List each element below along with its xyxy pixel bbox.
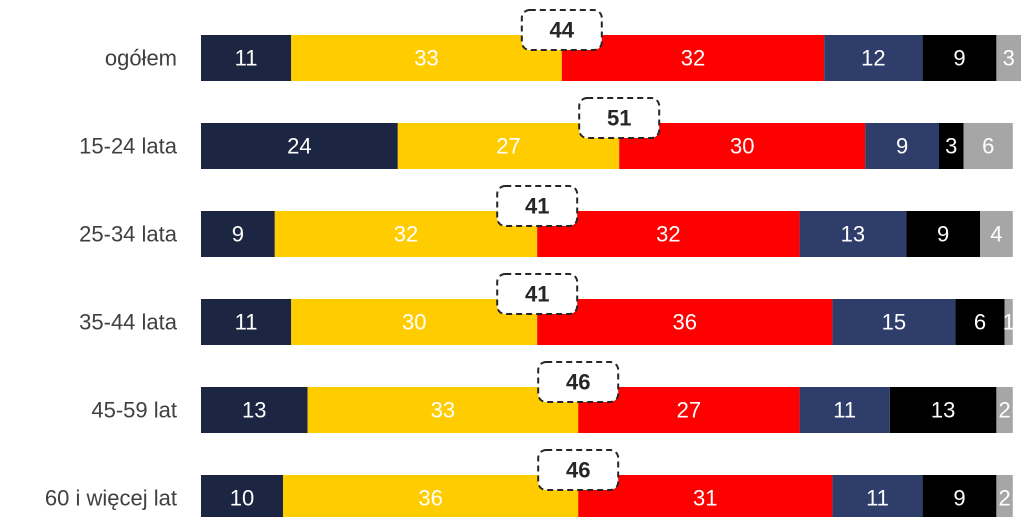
bar-segment bbox=[955, 299, 1005, 345]
bar-segment bbox=[201, 387, 308, 433]
data-label: 9 bbox=[232, 222, 244, 247]
data-label: 10 bbox=[230, 486, 254, 511]
bar-segment bbox=[832, 475, 923, 517]
category-label: 15-24 lata bbox=[79, 134, 178, 159]
data-label: 1 bbox=[1003, 310, 1015, 335]
bar-segment bbox=[201, 123, 398, 169]
total-label: 44 bbox=[550, 18, 575, 43]
bar-segment bbox=[537, 211, 800, 257]
data-label: 32 bbox=[681, 46, 705, 71]
bar-segment bbox=[291, 299, 538, 345]
bar-segment bbox=[1004, 299, 1013, 345]
bar-segment bbox=[283, 475, 579, 517]
data-label: 36 bbox=[418, 486, 442, 511]
bar-segment bbox=[922, 475, 997, 517]
bar-segment bbox=[619, 123, 866, 169]
data-label: 15 bbox=[882, 310, 906, 335]
bar-segment bbox=[996, 475, 1013, 517]
bar-segment bbox=[832, 299, 956, 345]
data-label: 11 bbox=[833, 398, 856, 423]
total-box bbox=[520, 9, 603, 51]
data-label: 24 bbox=[287, 134, 311, 159]
data-label: 6 bbox=[974, 310, 986, 335]
data-label: 33 bbox=[414, 46, 438, 71]
category-label: 45-59 lat bbox=[91, 398, 177, 423]
bar-segment bbox=[799, 387, 890, 433]
data-label: 9 bbox=[953, 486, 965, 511]
data-label: 36 bbox=[673, 310, 697, 335]
data-label: 11 bbox=[866, 486, 889, 511]
data-label: 13 bbox=[242, 398, 266, 423]
data-label: 11 bbox=[235, 46, 258, 71]
data-label: 4 bbox=[990, 222, 1002, 247]
total-box bbox=[537, 449, 620, 491]
total-label: 51 bbox=[607, 106, 631, 131]
data-label: 3 bbox=[945, 134, 957, 159]
bar-segment bbox=[201, 211, 275, 257]
bar-segment bbox=[922, 35, 997, 81]
bar-segment bbox=[561, 35, 825, 81]
category-label: 60 i więcej lat bbox=[45, 486, 177, 511]
bar-segment bbox=[291, 35, 562, 81]
data-label: 9 bbox=[937, 222, 949, 247]
bar-segment bbox=[201, 475, 283, 517]
data-label: 30 bbox=[402, 310, 426, 335]
bar-segment bbox=[889, 387, 997, 433]
bar-segment bbox=[996, 387, 1013, 433]
data-label: 32 bbox=[394, 222, 418, 247]
data-label: 11 bbox=[235, 310, 258, 335]
bar-segment bbox=[201, 35, 292, 81]
bar-segment bbox=[274, 211, 538, 257]
data-label: 27 bbox=[496, 134, 520, 159]
bar-segment bbox=[865, 123, 939, 169]
data-label: 6 bbox=[982, 134, 994, 159]
data-label: 2 bbox=[998, 486, 1010, 511]
total-box bbox=[578, 97, 661, 139]
data-label: 9 bbox=[953, 46, 965, 71]
data-label: 32 bbox=[656, 222, 680, 247]
data-label: 12 bbox=[861, 46, 885, 71]
bar-segment bbox=[939, 123, 964, 169]
category-label: 35-44 lata bbox=[79, 310, 178, 335]
data-label: 27 bbox=[677, 398, 701, 423]
total-label: 46 bbox=[566, 370, 590, 395]
data-label: 2 bbox=[998, 398, 1010, 423]
bar-segment bbox=[824, 35, 923, 81]
total-label: 41 bbox=[525, 194, 549, 219]
bar-segment bbox=[963, 123, 1013, 169]
bar-segment bbox=[906, 211, 980, 257]
bar-segment bbox=[537, 299, 833, 345]
bar-segment bbox=[996, 35, 1021, 81]
data-label: 13 bbox=[931, 398, 955, 423]
data-label: 9 bbox=[896, 134, 908, 159]
total-box bbox=[537, 361, 620, 403]
bar-segment bbox=[307, 387, 579, 433]
category-label: 25-34 lata bbox=[79, 222, 178, 247]
data-label: 13 bbox=[841, 222, 865, 247]
data-label: 33 bbox=[431, 398, 455, 423]
bar-segment bbox=[799, 211, 907, 257]
bar-segment bbox=[980, 211, 1013, 257]
bar-segment bbox=[578, 475, 833, 517]
data-label: 3 bbox=[1003, 46, 1015, 71]
total-label: 46 bbox=[566, 458, 590, 483]
total-box bbox=[496, 185, 579, 227]
total-label: 41 bbox=[525, 282, 549, 307]
bar-segment bbox=[201, 299, 292, 345]
data-label: 30 bbox=[730, 134, 754, 159]
data-label: 31 bbox=[693, 486, 717, 511]
category-label: ogółem bbox=[105, 46, 177, 71]
total-box bbox=[496, 273, 579, 315]
